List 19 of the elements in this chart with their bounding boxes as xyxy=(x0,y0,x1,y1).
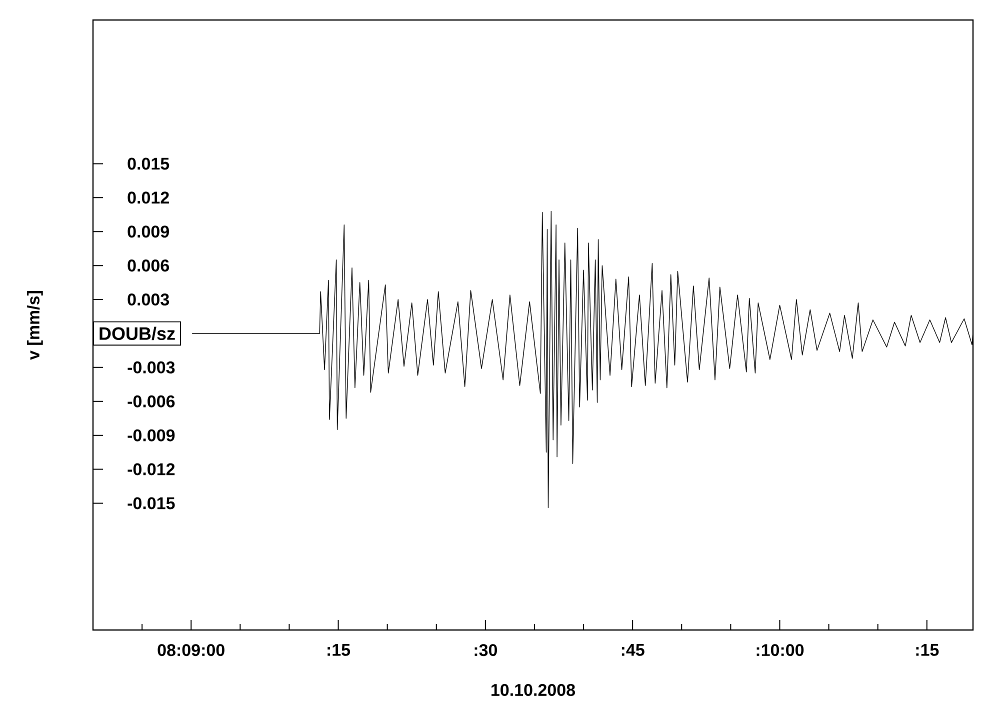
annotation: DOUB/sz xyxy=(100,326,175,340)
y-tick-label: 0.015 xyxy=(128,158,170,170)
x-tick-label: :15 xyxy=(916,644,939,656)
x-axis-title: 10.10.2008 xyxy=(492,684,576,696)
x-tick-label: :30 xyxy=(474,644,498,656)
y-tick-label: -0.003 xyxy=(128,361,175,374)
x-tick-label: :45 xyxy=(622,644,644,656)
x-tick-label: :10:00 xyxy=(756,644,804,656)
y-tick-label: -0.009 xyxy=(128,429,175,442)
y-tick-label: -0.012 xyxy=(128,463,175,476)
x-tick-label: 08:09:00 xyxy=(158,644,224,656)
x-tick-label: :15 xyxy=(328,644,350,656)
y-tick-label: -0.015 xyxy=(128,497,175,510)
y-tick-label: 0.012 xyxy=(128,192,169,204)
y-tick-label: 0.003 xyxy=(128,294,169,306)
y-axis-title: v [mm/s] xyxy=(27,291,43,360)
y-tick-label: 0.009 xyxy=(128,226,169,238)
y-tick-label: 0.006 xyxy=(128,260,169,272)
y-tick-label: -0.006 xyxy=(128,395,175,408)
